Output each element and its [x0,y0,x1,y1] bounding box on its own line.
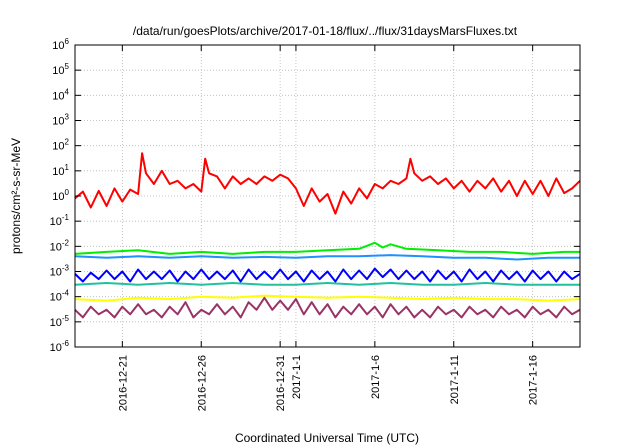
series-line [74,267,581,283]
series-line [74,241,580,255]
y-tick-label: 10-3 [50,264,70,279]
y-tick-label: 106 [52,37,69,52]
y-axis-label: protons/cm²-s-sr-MeV [9,138,23,254]
x-tick-label: 2016-12-21 [117,355,129,411]
y-tick-label: 103 [52,113,69,128]
y-tick-label: 10-1 [50,213,70,228]
x-tick-label: 2016-12-31 [275,355,287,411]
x-axis-ticks: 2016-12-21 2016-12-26 2016-12-31 2017-1-1 20… [117,45,540,411]
y-tick-label: 104 [52,87,69,102]
series-line [74,254,580,261]
x-axis-label: Coordinated Universal Time (UTC) [235,431,419,445]
y-tick-label: 101 [52,163,69,178]
x-tick-label: 2017-1-11 [449,355,461,404]
series-line [74,152,581,215]
y-tick-label: 100 [52,188,69,203]
x-tick-label: 2017-1-1 [291,355,303,399]
y-tick-label: 10-2 [50,238,70,253]
x-tick-label: 2016-12-26 [196,355,208,411]
x-tick-label: 2017-1-16 [528,355,540,405]
chart-title: /data/run/goesPlots/archive/2017-01-18/f… [133,24,518,38]
x-tick-label: 2017-1-6 [370,355,382,399]
y-tick-label: 10-5 [50,314,70,329]
series-line [74,282,580,286]
data-series [74,152,581,319]
y-tick-label: 102 [52,138,69,153]
y-tick-label: 105 [52,62,69,77]
y-tick-label: 10-6 [50,339,70,354]
y-tick-label: 10-4 [50,289,70,304]
series-line [74,296,581,319]
series-line [74,294,581,302]
y-axis-ticks: 10-6 10-5 10-4 10-3 10-2 10-1 100 101 102 103 104 1… [50,37,580,354]
